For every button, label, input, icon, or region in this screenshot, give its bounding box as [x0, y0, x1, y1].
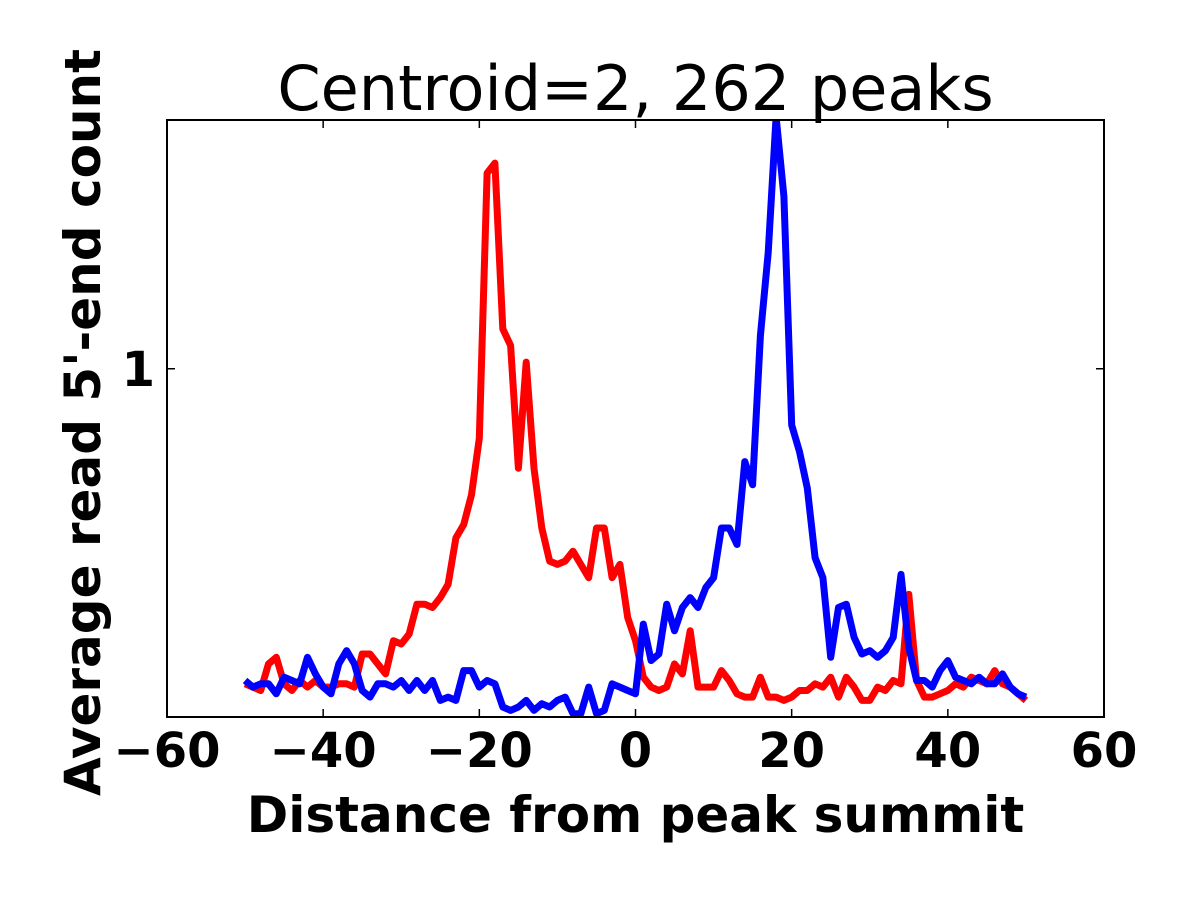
- x-tick-label: −60: [113, 723, 220, 779]
- x-axis-label: Distance from peak summit: [247, 786, 1025, 844]
- x-tick-label: 0: [619, 723, 652, 779]
- x-tick-label: 60: [1071, 723, 1138, 779]
- y-tick-label: 1: [122, 342, 155, 398]
- tick-layer: −60 −40 −20 0 20 40 60 1: [113, 120, 1137, 779]
- x-tick-label: −40: [270, 723, 377, 779]
- y-axis-label: Average read 5'-end count: [54, 49, 112, 796]
- series-line-2: [242, 120, 1028, 717]
- chart-title: Centroid=2, 262 peaks: [277, 52, 993, 125]
- series-layer: [242, 120, 1029, 717]
- x-tick-label: −20: [426, 723, 533, 779]
- x-tick-label: 20: [758, 723, 825, 779]
- x-tick-label: 40: [914, 723, 981, 779]
- series-line-1: [243, 159, 1029, 704]
